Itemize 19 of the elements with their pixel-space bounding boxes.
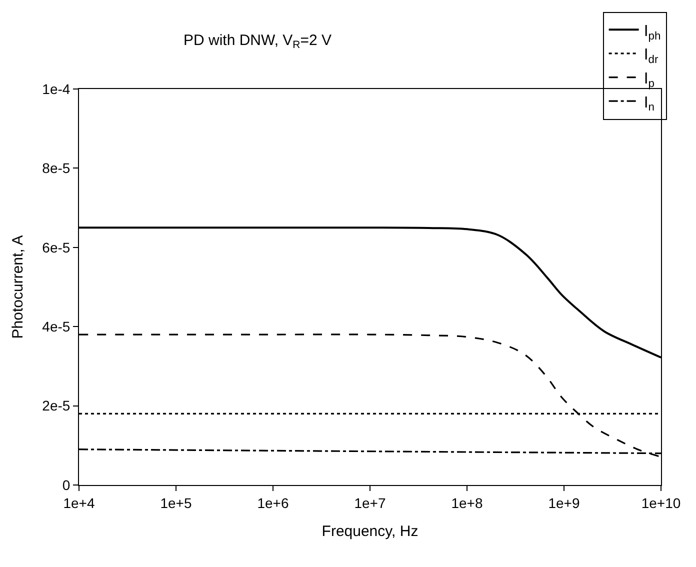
y-tick-label: 6e-5 [42, 239, 70, 256]
x-tick-label: 1e+4 [63, 494, 95, 511]
legend-label: I$_{dr}$ [644, 46, 658, 66]
y-tick-label: 8e-5 [42, 160, 70, 176]
y-tick-label: 4e-5 [42, 318, 70, 334]
legend-label: I$_{ph}$ [644, 22, 661, 42]
legend-label: I$_{n}$ [644, 94, 655, 114]
x-tick-label: 1e+7 [354, 494, 386, 511]
chart-title: PD with DNW, V$_{R}$=2 V [183, 32, 332, 52]
y-tick-label: 2e-5 [42, 398, 70, 414]
x-axis-title: Frequency, Hz [322, 522, 418, 540]
y-tick-label: 1e-4 [42, 80, 70, 97]
x-tick-label: 1e+6 [257, 494, 289, 511]
x-tick-label: 1e+5 [160, 494, 192, 511]
x-tick-label: 1e+10 [641, 494, 681, 511]
x-tick-label: 1e+9 [548, 494, 580, 511]
y-axis-title: Photocurrent, A [9, 235, 26, 339]
y-tick-label: 0 [62, 476, 70, 493]
x-tick-label: 1e+8 [451, 494, 483, 511]
